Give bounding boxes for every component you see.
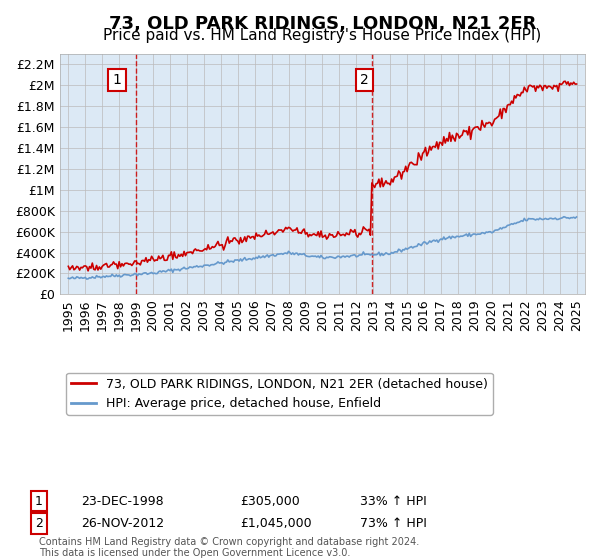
Legend: 73, OLD PARK RIDINGS, LONDON, N21 2ER (detached house), HPI: Average price, deta: 73, OLD PARK RIDINGS, LONDON, N21 2ER (d… [66, 373, 493, 415]
Text: 1: 1 [35, 494, 43, 508]
Text: £305,000: £305,000 [240, 494, 300, 508]
Text: 73% ↑ HPI: 73% ↑ HPI [360, 517, 427, 530]
Text: Contains HM Land Registry data © Crown copyright and database right 2024.
This d: Contains HM Land Registry data © Crown c… [39, 537, 419, 558]
Text: 1: 1 [113, 73, 121, 87]
Text: 2: 2 [35, 517, 43, 530]
Text: 2: 2 [361, 73, 369, 87]
Text: 23-DEC-1998: 23-DEC-1998 [81, 494, 164, 508]
Text: 33% ↑ HPI: 33% ↑ HPI [360, 494, 427, 508]
Text: £1,045,000: £1,045,000 [240, 517, 311, 530]
Title: 73, OLD PARK RIDINGS, LONDON, N21 2ER: 73, OLD PARK RIDINGS, LONDON, N21 2ER [109, 15, 536, 33]
Text: Price paid vs. HM Land Registry's House Price Index (HPI): Price paid vs. HM Land Registry's House … [103, 28, 542, 43]
Text: 26-NOV-2012: 26-NOV-2012 [81, 517, 164, 530]
